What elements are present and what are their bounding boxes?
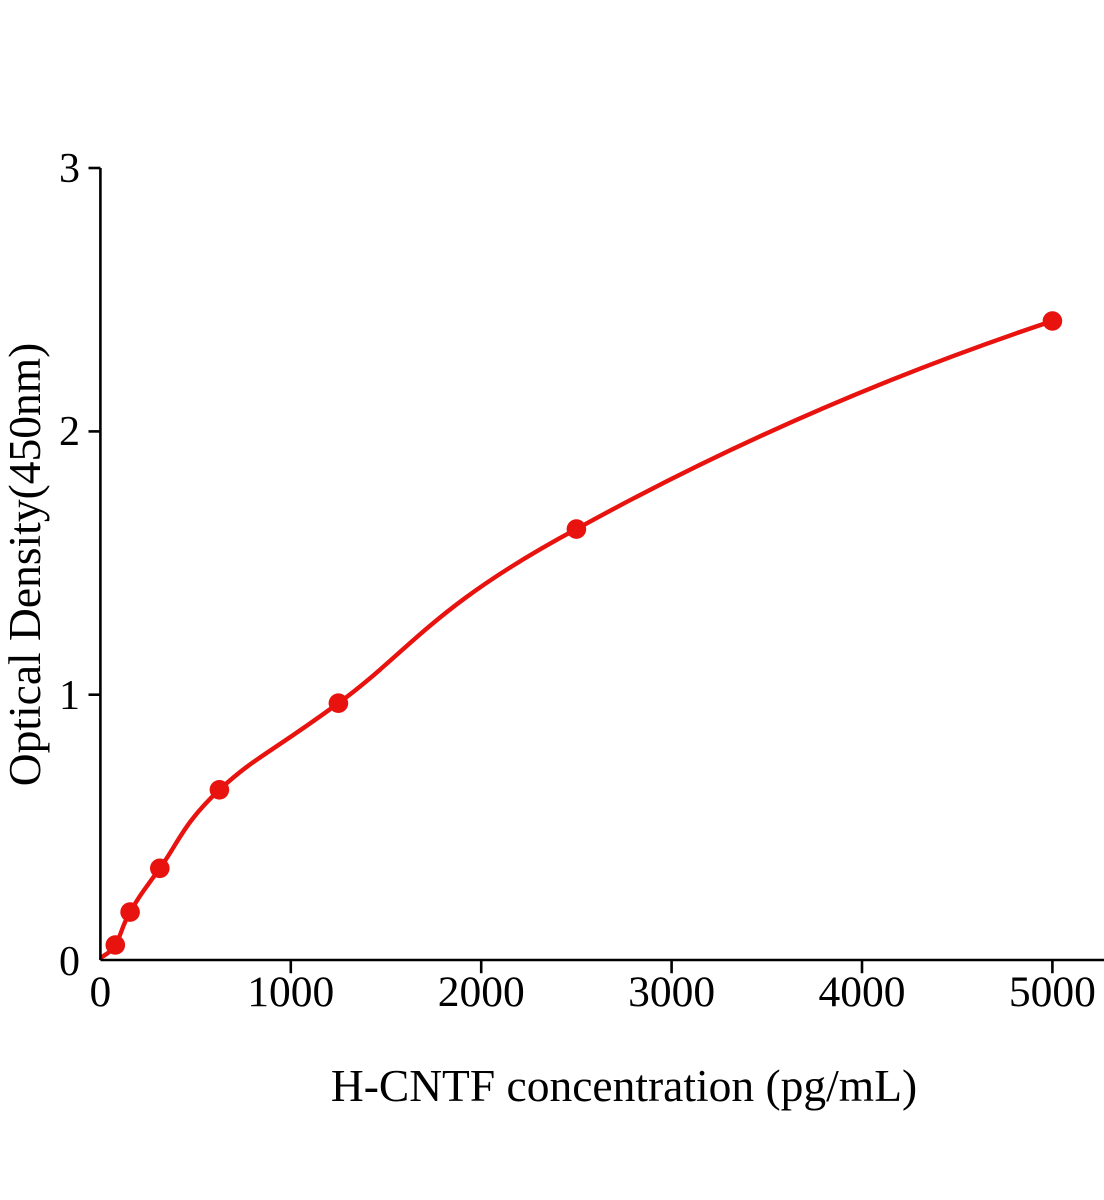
svg-text:Optical Density(450nm): Optical Density(450nm): [0, 343, 50, 787]
svg-text:2: 2: [59, 409, 80, 455]
svg-text:0: 0: [90, 968, 112, 1016]
svg-text:3000: 3000: [628, 968, 715, 1016]
svg-text:4000: 4000: [819, 968, 906, 1016]
svg-text:3: 3: [59, 146, 80, 192]
svg-text:H-CNTF concentration (pg/mL): H-CNTF concentration (pg/mL): [331, 1060, 917, 1111]
svg-text:2000: 2000: [438, 968, 525, 1016]
svg-text:1000: 1000: [247, 968, 334, 1016]
svg-text:5000: 5000: [1009, 968, 1096, 1016]
svg-text:1: 1: [59, 673, 80, 719]
svg-text:0: 0: [59, 939, 80, 985]
